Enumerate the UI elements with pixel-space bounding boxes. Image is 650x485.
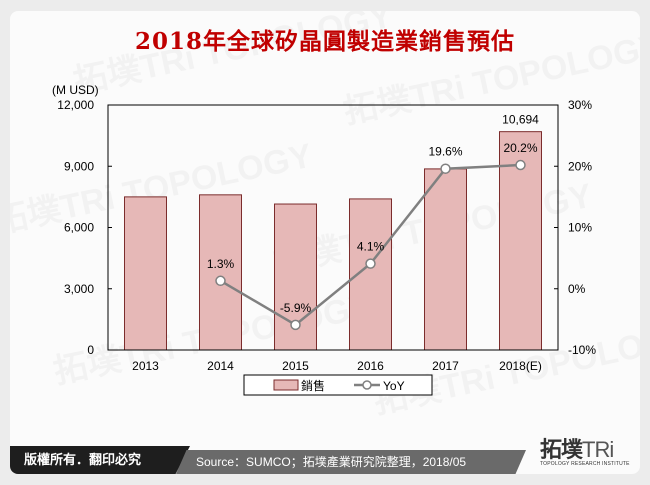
y-right-tick: 30% [568,98,592,112]
yoy-point [440,163,451,174]
axes: 0 3,000 6,000 9,000 12,000 -10% 0% 10% 20% 30% (M … [52,83,596,373]
y-left-tick: 3,000 [64,282,94,296]
yoy-label: 1.3% [207,257,235,271]
bar-2017 [424,168,467,351]
yoy-label: 19.6% [428,145,462,159]
source-note: Source：SUMCO；拓墣產業研究院整理，2018/05 [176,450,526,474]
y-right-tick: -10% [568,343,596,357]
y-left-tick: 12,000 [57,98,94,112]
legend-item-sales: 銷售 [301,378,325,393]
yoy-label: 4.1% [357,240,385,254]
x-tick: 2016 [357,359,384,373]
chart-title: 2018年全球矽晶圓製造業銷售預估 [134,28,515,55]
y-left-tick: 6,000 [64,221,94,235]
x-tick: 2014 [207,359,234,373]
logo-subtitle: TOPOLOGY RESEARCH INSTITUTE [540,461,630,467]
logo-main-text: 拓墣 [540,437,583,462]
x-tick: 2013 [132,359,159,373]
bar-2013 [124,196,167,351]
legend: 銷售 YoY [243,374,433,396]
x-tick: 2017 [432,359,459,373]
y-left-tick: 9,000 [64,159,94,173]
yoy-point [365,258,376,269]
bar-value-label: 10,694 [502,113,539,127]
yoy-point [290,319,301,331]
y-right-tick: 20% [568,159,592,173]
x-tick: 2018(E) [499,359,542,373]
y-left-tick: 0 [87,343,94,357]
yoy-line-series [215,159,526,331]
yoy-point [215,275,226,287]
bar-2014 [199,194,242,351]
yoy-point [515,159,526,171]
legend-item-yoy: YoY [383,379,405,393]
yoy-label: 20.2% [503,141,537,155]
x-tick: 2015 [282,359,309,373]
bar-series [124,131,542,351]
tri-logo: 拓墣TRi TOPOLOGY RESEARCH INSTITUTE [540,432,635,472]
bar-2016 [349,198,392,351]
data-labels: 1.3% -5.9% 4.1% 19.6% 20.2% 10,694 [207,113,539,315]
logo-tri-text: TRi [582,437,614,462]
copyright-notice: 版權所有．翻印必究 [10,446,190,474]
y-right-tick: 0% [568,282,586,296]
y-left-unit-label: (M USD) [52,83,99,97]
yoy-label: -5.9% [280,301,312,315]
y-right-tick: 10% [568,221,592,235]
